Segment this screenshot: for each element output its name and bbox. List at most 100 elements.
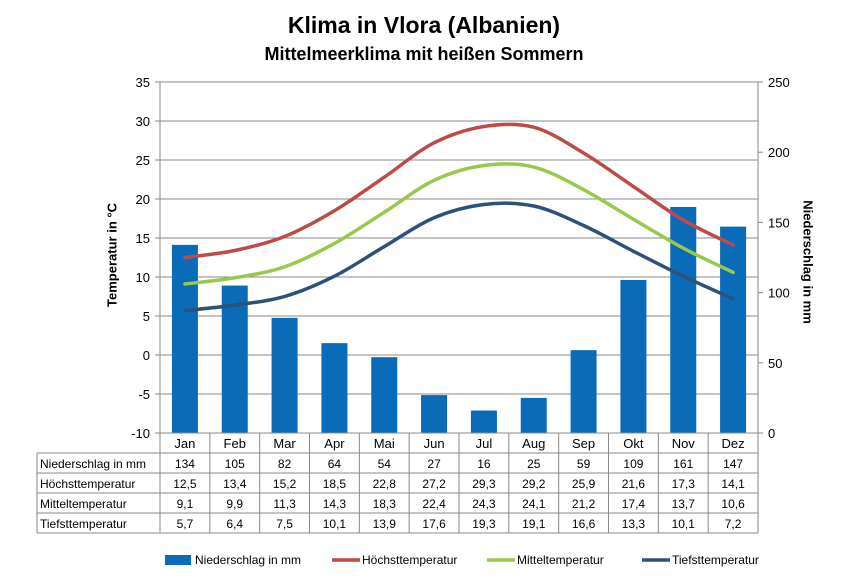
plot-area (159, 81, 759, 434)
table-cell: 27 (427, 457, 441, 471)
table-cell: 24,1 (522, 497, 546, 511)
table-row-label: Tiefsttemperatur (40, 517, 127, 531)
line-tiefsttemperatur (183, 201, 735, 313)
table-cell: 19,1 (522, 517, 546, 531)
table-cell: 9,1 (177, 497, 194, 511)
bar-okt (620, 279, 647, 433)
y-left-tick-label: 25 (136, 153, 150, 168)
table-row-label: Niederschlag in mm (40, 457, 146, 471)
table-cell: 25,9 (572, 477, 596, 491)
x-tick-label: Mar (273, 436, 296, 451)
table-cell: 21,2 (572, 497, 596, 511)
table-cell: 6,4 (226, 517, 243, 531)
x-tick-label: Nov (672, 436, 696, 451)
legend-label: Niederschlag in mm (195, 553, 301, 567)
table-cell: 147 (723, 457, 743, 471)
table-cell: 17,4 (622, 497, 646, 511)
table-cell: 64 (328, 457, 342, 471)
bar-apr (321, 343, 348, 433)
bar-dez (720, 226, 747, 433)
bar-jun (421, 395, 448, 433)
table-cell: 25 (527, 457, 541, 471)
table-cell: 17,6 (422, 517, 446, 531)
table-cell: 13,4 (223, 477, 247, 491)
table-cell: 161 (673, 457, 693, 471)
legend-label: Höchsttemperatur (362, 553, 457, 567)
x-tick-label: Jul (476, 436, 493, 451)
table-cell: 29,2 (522, 477, 546, 491)
table-cell: 7,5 (276, 517, 293, 531)
table-cell: 22,8 (373, 477, 397, 491)
y-left-tick-label: 35 (136, 75, 150, 90)
legend-swatch-bar (165, 555, 191, 565)
table-cell: 10,6 (721, 497, 745, 511)
chart-title: Klima in Vlora (Albanien) (287, 12, 561, 38)
legend-label: Mitteltemperatur (517, 553, 604, 567)
bar-nov (670, 206, 697, 433)
y-left-tick-label: 5 (143, 309, 150, 324)
y-right-tick-label: 0 (768, 426, 775, 441)
bar-mai (371, 357, 398, 433)
bar-sep (570, 350, 597, 433)
table-cell: 11,3 (273, 497, 296, 511)
x-tick-label: Sep (572, 436, 595, 451)
y-right-tick-label: 100 (768, 286, 790, 301)
bar-feb (221, 285, 248, 433)
table-cell: 22,4 (422, 497, 446, 511)
x-tick-label: Okt (623, 436, 644, 451)
y-right-tick-label: 200 (768, 145, 790, 160)
table-cell: 134 (175, 457, 195, 471)
table-cell: 7,2 (725, 517, 742, 531)
table-cell: 16,6 (572, 517, 596, 531)
y-left-tick-label: 10 (136, 270, 150, 285)
y-right-tick-label: 250 (768, 75, 790, 90)
table-cell: 18,3 (373, 497, 397, 511)
x-tick-label: Jun (424, 436, 445, 451)
table-cell: 18,5 (323, 477, 347, 491)
legend-label: Tiefsttemperatur (672, 553, 759, 567)
chart-subtitle: Mittelmeerklima mit heißen Sommern (264, 44, 584, 64)
bar-aug (520, 397, 547, 433)
table-cell: 10,1 (323, 517, 347, 531)
table-cell: 19,3 (472, 517, 496, 531)
table-cell: 5,7 (177, 517, 194, 531)
y-left-tick-label: 0 (143, 348, 150, 363)
bar-mar (271, 317, 298, 433)
table-cell: 82 (278, 457, 292, 471)
x-tick-label: Aug (522, 436, 545, 451)
y-right-tick-label: 150 (768, 215, 790, 230)
x-tick-label: Apr (324, 436, 345, 451)
table-cell: 105 (225, 457, 245, 471)
y-left-tick-label: -5 (138, 387, 150, 402)
table-cell: 14,1 (721, 477, 745, 491)
x-tick-label: Mai (374, 436, 395, 451)
table-cell: 13,3 (622, 517, 646, 531)
x-tick-label: Dez (722, 436, 745, 451)
table-cell: 10,1 (672, 517, 696, 531)
table-cell: 54 (378, 457, 392, 471)
line-mitteltemperatur (183, 162, 735, 286)
table-cell: 59 (577, 457, 591, 471)
table-row-label: Mitteltemperatur (40, 497, 127, 511)
bar-jul (470, 410, 497, 433)
table-cell: 13,7 (672, 497, 696, 511)
table-cell: 9,9 (226, 497, 243, 511)
x-tick-label: Feb (224, 436, 246, 451)
table-cell: 16 (477, 457, 491, 471)
table-cell: 29,3 (472, 477, 496, 491)
table-cell: 109 (623, 457, 643, 471)
table-cell: 13,9 (373, 517, 397, 531)
table-cell: 15,2 (273, 477, 297, 491)
y-left-tick-label: 20 (136, 192, 150, 207)
table-cell: 27,2 (422, 477, 446, 491)
y-left-tick-label: -10 (131, 426, 150, 441)
table-cell: 14,3 (323, 497, 347, 511)
table-cell: 17,3 (672, 477, 696, 491)
y-right-tick-label: 50 (768, 356, 782, 371)
x-tick-label: Jan (174, 436, 195, 451)
y-left-tick-label: 30 (136, 114, 150, 129)
table-cell: 12,5 (173, 477, 197, 491)
line-höchsttemperatur (183, 122, 735, 260)
table-row-label: Höchsttemperatur (40, 477, 135, 491)
